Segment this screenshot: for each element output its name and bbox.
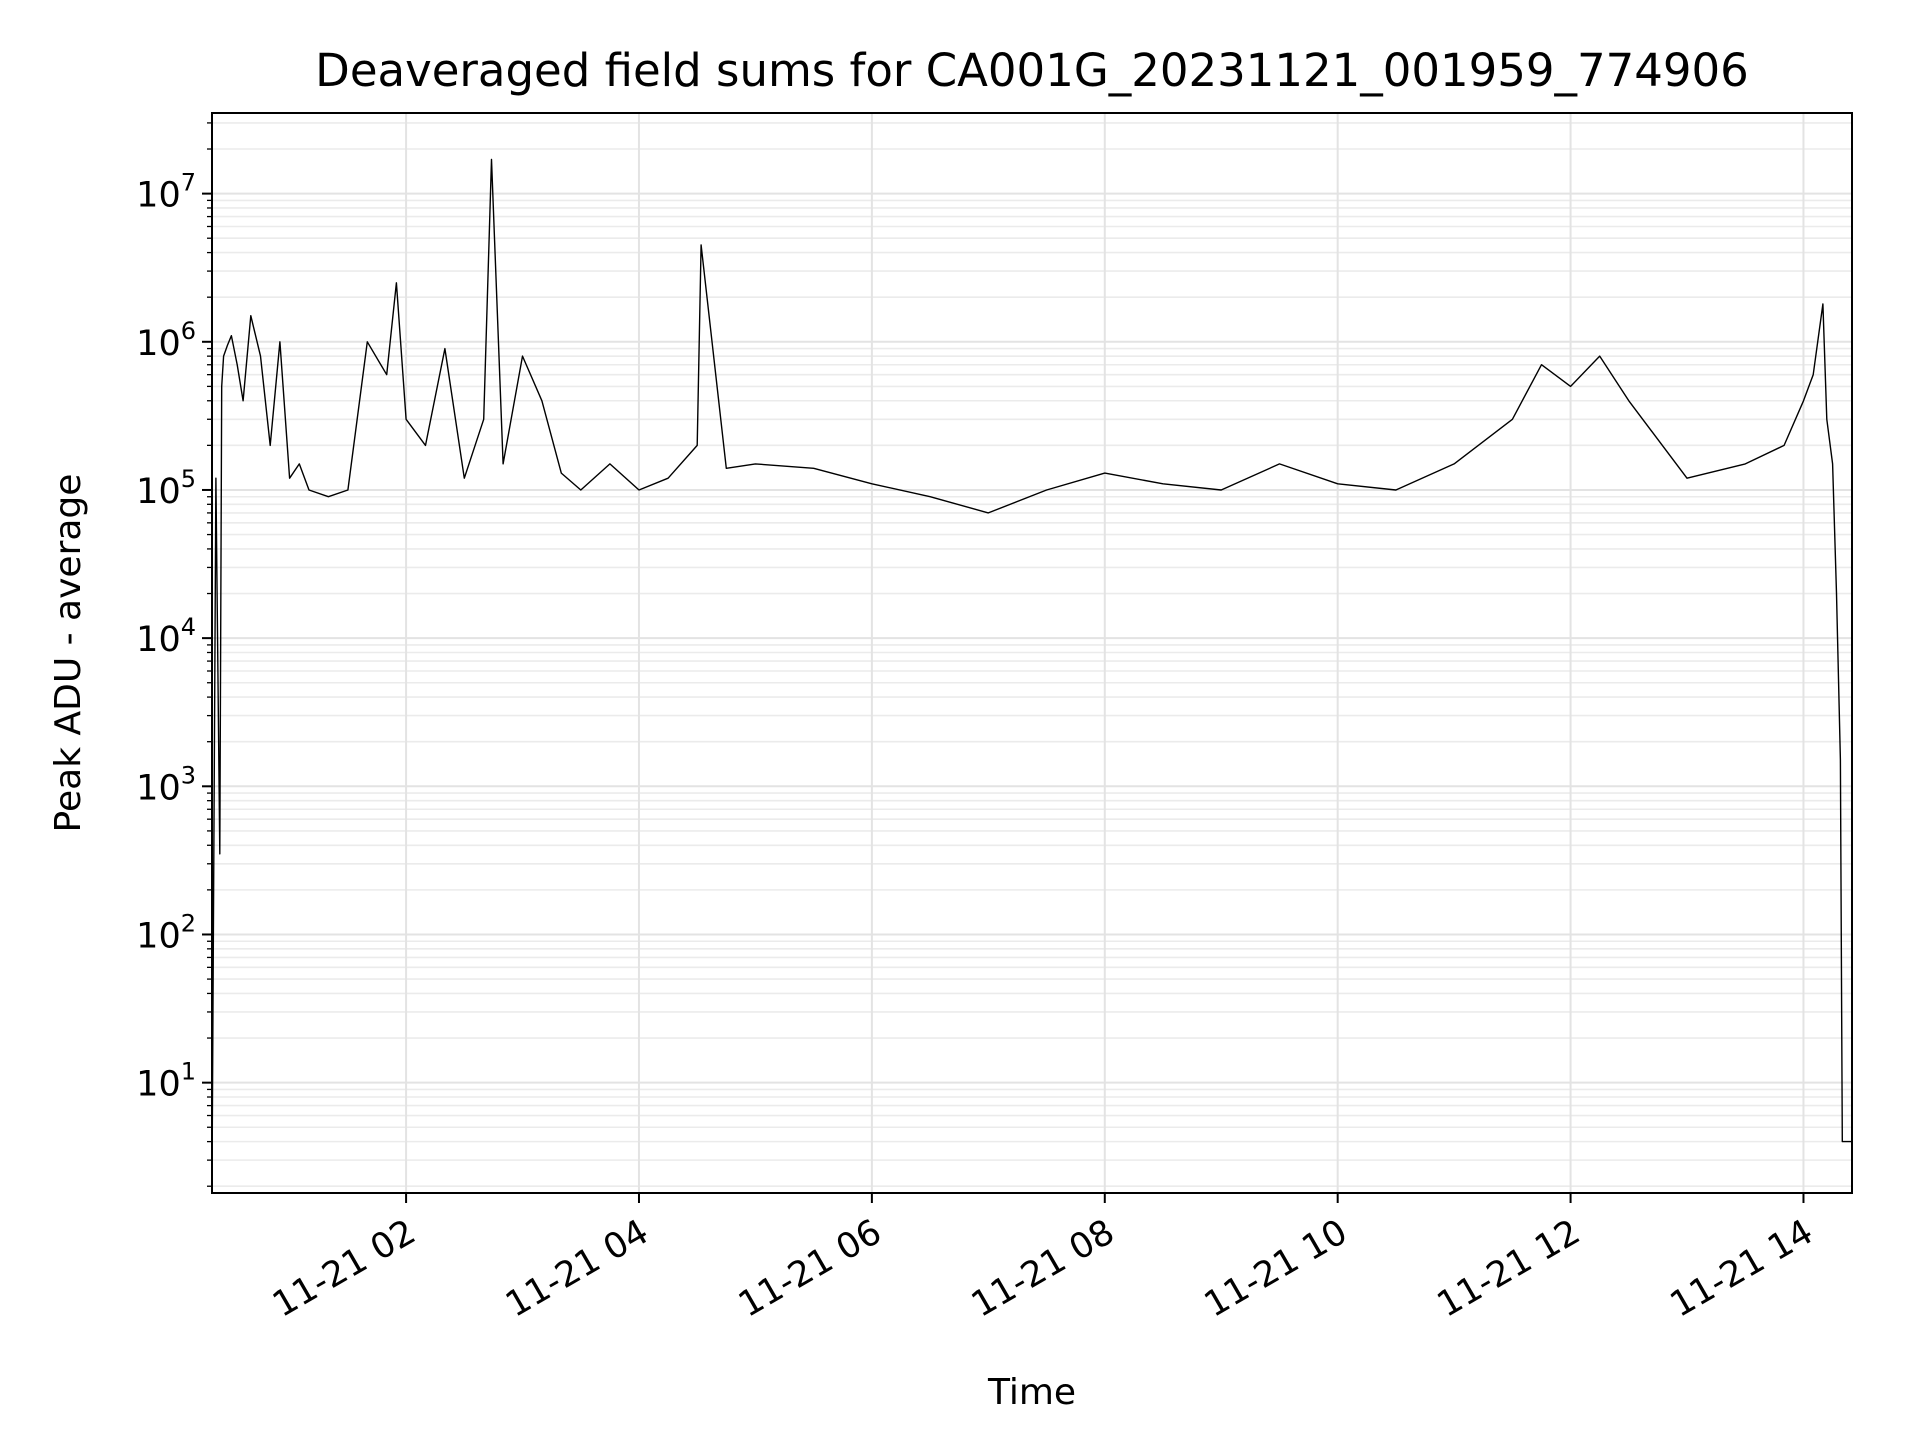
grid-lines [212,113,1852,1193]
y-tick-label: 101 [136,1058,196,1105]
y-tick-label: 102 [136,909,196,956]
y-tick-label: 107 [136,169,196,216]
plot-area [211,158,1852,1187]
y-tick-label: 103 [136,761,196,808]
data-series-line [211,158,1852,1187]
chart-title: Deaveraged field sums for CA001G_2023112… [315,44,1749,97]
x-axis-label: Time [987,1372,1076,1413]
y-tick-label: 104 [136,613,196,660]
y-tick-label: 106 [136,317,196,364]
y-tick-label: 105 [136,465,196,512]
y-axis-ticks: 101 102 103 104 105 106 107 [136,122,212,1187]
y-axis-label: Peak ADU - average [48,474,89,833]
